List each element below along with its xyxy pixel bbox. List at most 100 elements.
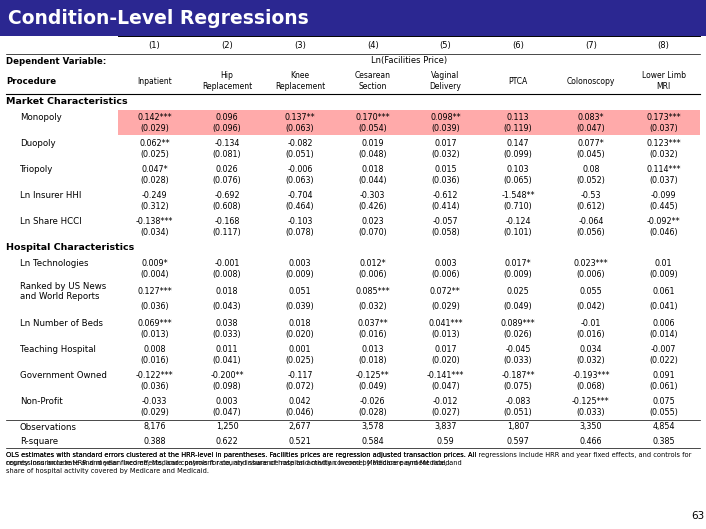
Text: (0.034): (0.034) [140,228,169,237]
Text: (0.032): (0.032) [431,150,460,159]
Text: Ln(Facilities Price): Ln(Facilities Price) [371,57,447,66]
Text: 0.089***: 0.089*** [501,319,535,328]
Text: 0.017*: 0.017* [505,259,532,268]
Text: (0.063): (0.063) [285,124,314,133]
Text: (0.096): (0.096) [213,124,241,133]
Text: -0.249: -0.249 [142,191,167,200]
Text: -0.064: -0.064 [578,217,604,226]
Text: regressions include HRR and year fixed effects, and controls for county insuranc: regressions include HRR and year fixed e… [6,460,462,466]
Text: -0.083: -0.083 [505,397,531,406]
Text: (0.009): (0.009) [504,270,532,279]
Text: 0.061: 0.061 [652,287,675,296]
Text: Condition-Level Regressions: Condition-Level Regressions [8,8,309,28]
Text: 3,837: 3,837 [434,423,457,432]
Text: -0.001: -0.001 [215,259,240,268]
Text: (0.041): (0.041) [213,356,241,365]
Text: (0.608): (0.608) [213,202,241,211]
Text: 0.041***: 0.041*** [428,319,462,328]
Text: 0.466: 0.466 [580,436,602,445]
Text: (0.008): (0.008) [213,270,241,279]
Text: (6): (6) [512,41,524,50]
Text: OLS estimates with standard errors clustered at the HRR-level in parentheses. Fa: OLS estimates with standard errors clust… [6,452,477,458]
Text: Ln Technologies: Ln Technologies [20,259,88,268]
Text: 0.055: 0.055 [580,287,602,296]
Text: (0.016): (0.016) [140,356,169,365]
Text: Ranked by US News
and World Reports: Ranked by US News and World Reports [20,282,106,301]
Text: (8): (8) [658,41,669,50]
Text: (0.101): (0.101) [504,228,532,237]
Text: -0.168: -0.168 [215,217,240,226]
Text: 0.015: 0.015 [434,165,457,174]
Text: (0.014): (0.014) [650,330,678,339]
Text: -0.092**: -0.092** [647,217,681,226]
Text: Knee
Replacement: Knee Replacement [275,71,325,90]
Text: (0.036): (0.036) [140,302,169,311]
Text: (0.027): (0.027) [431,408,460,417]
Text: -0.141***: -0.141*** [426,371,464,380]
Text: -0.012: -0.012 [433,397,458,406]
Text: Monopoly: Monopoly [20,113,61,122]
Text: 0.59: 0.59 [436,436,454,445]
Text: -0.045: -0.045 [505,345,531,354]
Text: (0.029): (0.029) [140,408,169,417]
Text: R-square: R-square [20,436,58,445]
Text: (3): (3) [294,41,306,50]
Text: (0.025): (0.025) [285,356,314,365]
Text: (0.022): (0.022) [650,356,678,365]
Text: (0.039): (0.039) [285,302,314,311]
Text: (0.445): (0.445) [650,202,678,211]
Text: (2): (2) [221,41,233,50]
Text: (0.119): (0.119) [504,124,532,133]
Text: (0.426): (0.426) [358,202,387,211]
Text: (0.054): (0.054) [358,124,387,133]
Text: 0.003: 0.003 [434,259,457,268]
Text: (1): (1) [148,41,160,50]
Text: (0.061): (0.061) [650,382,678,391]
Text: (0.026): (0.026) [504,330,532,339]
Text: 0.006: 0.006 [652,319,675,328]
Text: (0.032): (0.032) [358,302,387,311]
Text: -0.692: -0.692 [215,191,240,200]
Text: (0.029): (0.029) [431,302,460,311]
Text: -0.303: -0.303 [360,191,385,200]
Text: (0.055): (0.055) [650,408,678,417]
Text: (0.025): (0.025) [140,150,169,159]
Text: 3,578: 3,578 [361,423,384,432]
Text: 0.009*: 0.009* [141,259,168,268]
Text: 0.170***: 0.170*** [355,113,390,122]
Text: (0.043): (0.043) [213,302,241,311]
Text: (0.058): (0.058) [431,228,460,237]
Text: 3,350: 3,350 [580,423,602,432]
Text: 0.018: 0.018 [216,287,239,296]
Text: (0.006): (0.006) [577,270,605,279]
Text: 0.085***: 0.085*** [355,287,390,296]
Text: (0.016): (0.016) [359,330,387,339]
Text: -0.125***: -0.125*** [572,397,610,406]
Text: Duopoly: Duopoly [20,139,56,148]
Text: -0.704: -0.704 [287,191,313,200]
Text: -0.082: -0.082 [287,139,313,148]
Text: Triopoly: Triopoly [20,165,54,174]
Text: 0.003: 0.003 [216,397,239,406]
Text: (0.042): (0.042) [577,302,605,311]
Text: -0.122***: -0.122*** [136,371,173,380]
Text: 0.062**: 0.062** [139,139,169,148]
Text: 4,854: 4,854 [652,423,675,432]
Text: (0.075): (0.075) [503,382,532,391]
Text: (0.032): (0.032) [577,356,605,365]
Text: 0.142***: 0.142*** [137,113,172,122]
Text: (0.046): (0.046) [285,408,314,417]
Text: 0.047*: 0.047* [141,165,168,174]
Text: 0.597: 0.597 [507,436,530,445]
Text: 8,176: 8,176 [143,423,166,432]
Text: -0.099: -0.099 [651,191,676,200]
Text: 0.001: 0.001 [289,345,311,354]
Text: -0.103: -0.103 [287,217,313,226]
Text: (0.117): (0.117) [213,228,241,237]
Text: (0.028): (0.028) [358,408,387,417]
Text: 0.173***: 0.173*** [646,113,681,122]
Text: (0.013): (0.013) [140,330,169,339]
Text: PTCA: PTCA [508,77,528,86]
Text: (0.072): (0.072) [285,382,314,391]
Text: (0.068): (0.068) [577,382,605,391]
